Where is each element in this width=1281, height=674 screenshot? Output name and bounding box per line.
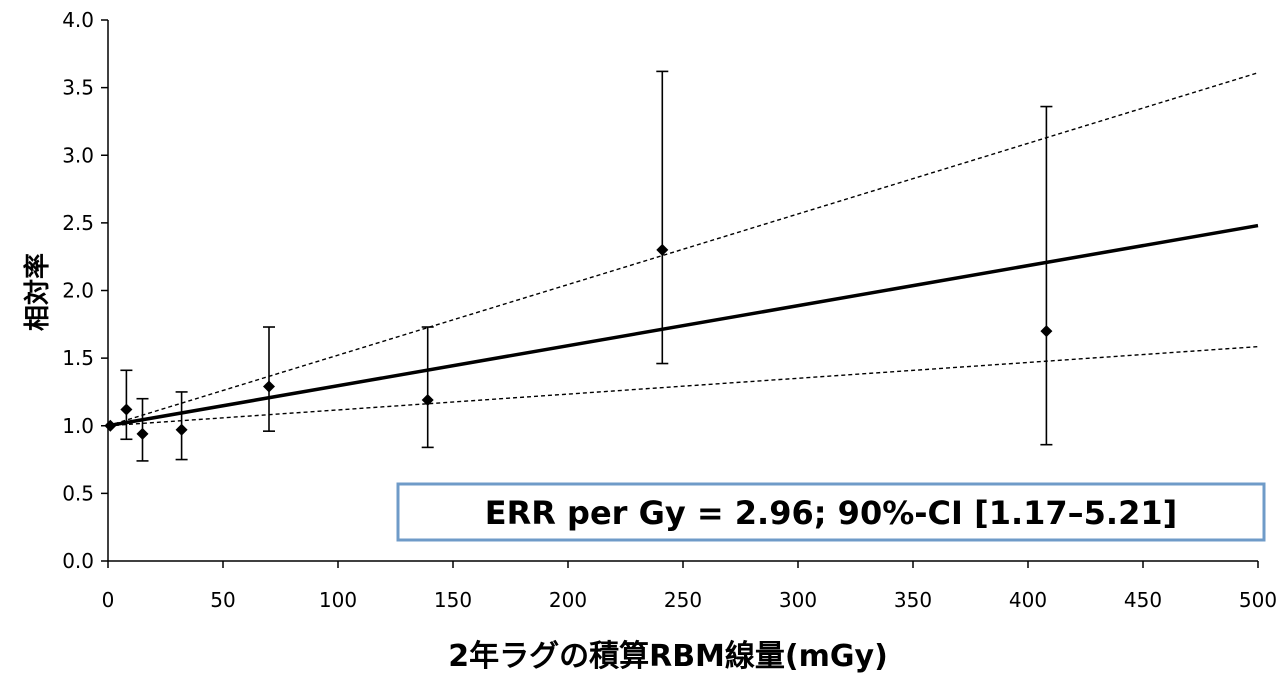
axes [101,19,1259,568]
x-tick-label: 100 [319,588,357,612]
data-point-marker [104,419,117,432]
x-tick-label: 50 [210,588,235,612]
annotation-box [396,482,1266,542]
x-tick-label: 450 [1124,588,1162,612]
x-axis-title: 2年ラグの積算RBM線量(mGy) [448,639,888,674]
x-tick-label: 250 [664,588,702,612]
y-tick-label: 1.0 [62,414,94,438]
y-tick-labels: 0.0 0.5 1.0 1.5 2.0 2.5 3.0 3.5 4.0 [62,8,94,573]
data-point-marker [263,380,275,393]
annotation: ERR per Gy = 2.96; 90%-CI [1.17–5.21] [396,482,1266,542]
x-tick-label: 350 [894,588,932,612]
data-point-marker [656,243,669,256]
y-tick-label: 3.5 [62,76,94,100]
x-tick-label: 500 [1239,588,1277,612]
y-axis-title: 相対率 [22,253,53,331]
y-tick-label: 2.5 [62,211,94,235]
x-tick-label: 200 [549,588,587,612]
fit-line-upper-ci [107,72,1259,427]
y-tick-label: 1.5 [62,346,94,370]
fit-line-lower-ci [107,345,1259,427]
annotation-text: ERR per Gy = 2.96; 90%-CI [1.17–5.21] [485,494,1177,532]
x-tick-label: 150 [434,588,472,612]
y-tick-label: 3.0 [62,143,94,167]
fit-line-estimate [107,223,1259,428]
fit-lines [107,72,1259,428]
y-tick-label: 2.0 [62,279,94,303]
data-points [104,70,1053,462]
y-tick-label: 0.5 [62,481,94,505]
data-point-marker [421,394,434,407]
data-point-marker [136,427,149,440]
x-tick-labels: 0 50 100 150 200 250 300 350 400 450 500 [102,588,1277,612]
x-tick-label: 0 [102,588,115,612]
data-point-marker [1040,325,1053,338]
y-tick-label: 4.0 [62,8,94,32]
x-tick-label: 300 [779,588,817,612]
y-tick-label: 0.0 [62,549,94,573]
data-point-marker [120,403,133,416]
x-tick-label: 400 [1009,588,1047,612]
data-point-marker [175,423,188,436]
